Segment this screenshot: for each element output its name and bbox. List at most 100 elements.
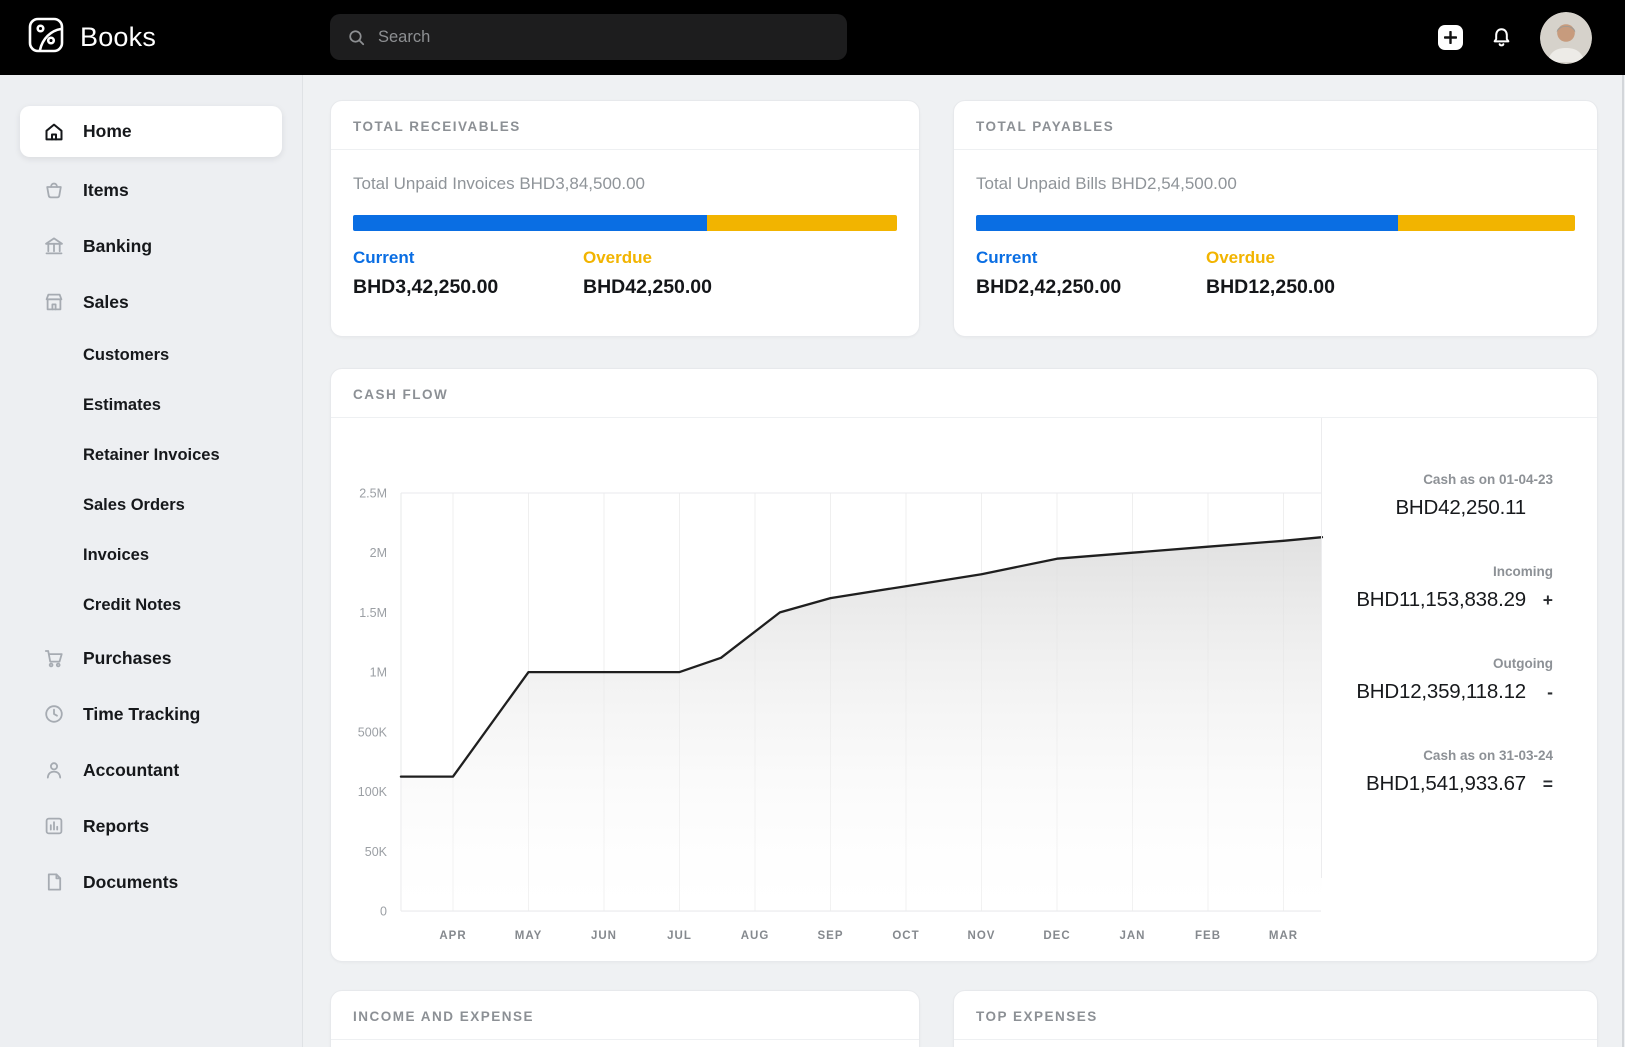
cash-flow-card: CASH FLOW 2.5M 2M 1.5M 1M 500K 100K 50K 0 APR MAY… bbox=[330, 368, 1598, 962]
sidebar-item-banking[interactable]: Banking bbox=[0, 218, 302, 274]
svg-text:APR: APR bbox=[439, 930, 466, 942]
svg-text:MAR: MAR bbox=[1269, 930, 1298, 942]
sidebar-item-label: Accountant bbox=[83, 759, 180, 780]
sidebar-item-label: Estimates bbox=[83, 395, 161, 414]
summary-value: BHD12,359,118.12 bbox=[1356, 680, 1526, 703]
search-icon bbox=[346, 27, 367, 48]
document-icon bbox=[42, 870, 66, 894]
receivables-current-label: Current bbox=[353, 248, 415, 267]
basket-icon bbox=[42, 178, 66, 202]
clock-icon bbox=[42, 702, 66, 726]
total-receivables-title: TOTAL RECEIVABLES bbox=[331, 101, 919, 150]
sidebar-item-label: Time Tracking bbox=[83, 703, 201, 724]
total-payables-card: TOTAL PAYABLES Total Unpaid Bills BHD2,5… bbox=[953, 100, 1598, 337]
sidebar-item-time-tracking[interactable]: Time Tracking bbox=[0, 686, 302, 742]
topbar-actions bbox=[1438, 11, 1625, 64]
sidebar-item-estimates[interactable]: Estimates bbox=[0, 380, 302, 430]
svg-text:2.5M: 2.5M bbox=[359, 487, 387, 501]
bar-chart-icon bbox=[42, 814, 66, 838]
income-and-expense-title: INCOME AND EXPENSE bbox=[331, 991, 919, 1040]
summary-label: Outgoing bbox=[1493, 656, 1553, 671]
sidebar-item-label: Customers bbox=[83, 345, 170, 364]
sidebar-item-label: Banking bbox=[83, 235, 153, 256]
svg-text:JUN: JUN bbox=[591, 930, 617, 942]
summary-operator: + bbox=[1542, 590, 1553, 610]
income-and-expense-card: INCOME AND EXPENSE bbox=[330, 990, 920, 1047]
summary-label: Cash as on 01-04-23 bbox=[1423, 472, 1553, 487]
svg-text:DEC: DEC bbox=[1043, 930, 1070, 942]
summary-operator: = bbox=[1542, 774, 1553, 794]
total-receivables-card: TOTAL RECEIVABLES Total Unpaid Invoices … bbox=[330, 100, 920, 337]
sidebar-item-label: Reports bbox=[83, 815, 150, 836]
summary-value: BHD42,250.11 bbox=[1395, 496, 1526, 519]
sidebar-item-sales-orders[interactable]: Sales Orders bbox=[0, 480, 302, 530]
sidebar-item-sales[interactable]: Sales bbox=[0, 274, 302, 330]
svg-text:MAY: MAY bbox=[515, 930, 543, 942]
sidebar-item-label: Home bbox=[83, 121, 132, 141]
payables-current-segment bbox=[976, 215, 1399, 231]
svg-text:100K: 100K bbox=[358, 785, 388, 799]
sidebar-item-label: Invoices bbox=[83, 545, 150, 564]
summary-label: Incoming bbox=[1493, 564, 1553, 579]
notifications-bell-icon[interactable] bbox=[1489, 25, 1514, 50]
sidebar-item-label: Sales Orders bbox=[83, 495, 185, 514]
svg-text:OCT: OCT bbox=[892, 930, 919, 942]
user-avatar[interactable] bbox=[1540, 11, 1592, 64]
quick-create-button[interactable] bbox=[1438, 25, 1463, 50]
person-icon bbox=[42, 758, 66, 782]
sidebar-item-retainer-invoices[interactable]: Retainer Invoices bbox=[0, 430, 302, 480]
svg-text:500K: 500K bbox=[358, 725, 388, 739]
unpaid-invoices-text: Total Unpaid Invoices BHD3,84,500.00 bbox=[353, 174, 646, 193]
sidebar-nav: Home Items Banking Sales Customers Estimates R… bbox=[0, 75, 303, 1047]
cart-icon bbox=[42, 646, 66, 670]
receivables-current-value: BHD3,42,250.00 bbox=[353, 276, 499, 298]
cashflow-summary-entry: Cash as on 01-04-23 BHD42,250.11 bbox=[1322, 472, 1553, 520]
app-name: Books bbox=[80, 22, 157, 52]
sidebar-item-purchases[interactable]: Purchases bbox=[0, 630, 302, 686]
sidebar-item-customers[interactable]: Customers bbox=[0, 330, 302, 380]
receivables-current-segment bbox=[353, 215, 707, 231]
unpaid-bills-text: Total Unpaid Bills BHD2,54,500.00 bbox=[976, 174, 1237, 193]
payables-progress-bar bbox=[976, 215, 1575, 231]
receivables-overdue-label: Overdue bbox=[583, 248, 652, 267]
scrollbar-track[interactable] bbox=[1622, 75, 1624, 1047]
app-logo[interactable]: Books bbox=[27, 16, 156, 59]
summary-value: BHD11,153,838.29 bbox=[1356, 588, 1526, 611]
summary-value: BHD1,541,933.67 bbox=[1366, 772, 1526, 795]
payables-overdue-value: BHD12,250.00 bbox=[1206, 276, 1335, 298]
sidebar-item-invoices[interactable]: Invoices bbox=[0, 530, 302, 580]
receivables-progress-bar bbox=[353, 215, 897, 231]
payables-current-label: Current bbox=[976, 248, 1038, 267]
cashflow-summary-entry: Incoming BHD11,153,838.29 + bbox=[1322, 564, 1553, 612]
summary-label: Cash as on 31-03-24 bbox=[1423, 748, 1553, 763]
svg-text:1.5M: 1.5M bbox=[359, 606, 387, 620]
svg-text:1M: 1M bbox=[370, 666, 387, 680]
books-logo-icon bbox=[27, 16, 65, 59]
top-bar: Books Search bbox=[0, 0, 1625, 75]
sidebar-item-accountant[interactable]: Accountant bbox=[0, 742, 302, 798]
search-placeholder: Search bbox=[378, 27, 431, 46]
summary-operator: - bbox=[1547, 682, 1553, 702]
sidebar-item-reports[interactable]: Reports bbox=[0, 798, 302, 854]
receivables-overdue-value: BHD42,250.00 bbox=[583, 276, 712, 298]
sidebar-item-credit-notes[interactable]: Credit Notes bbox=[0, 580, 302, 630]
payables-overdue-segment bbox=[1398, 215, 1575, 231]
svg-text:SEP: SEP bbox=[817, 930, 843, 942]
sidebar-item-items[interactable]: Items bbox=[0, 162, 302, 218]
bank-icon bbox=[42, 234, 66, 258]
sidebar-item-label: Sales bbox=[83, 291, 129, 312]
search-input[interactable]: Search bbox=[330, 14, 847, 60]
sidebar-item-documents[interactable]: Documents bbox=[0, 854, 302, 910]
top-expenses-title: TOP EXPENSES bbox=[954, 991, 1597, 1040]
svg-text:JUL: JUL bbox=[667, 930, 692, 942]
sidebar-item-home[interactable]: Home bbox=[20, 106, 282, 157]
storefront-icon bbox=[42, 290, 66, 314]
sidebar-item-label: Items bbox=[83, 179, 129, 200]
svg-text:JAN: JAN bbox=[1119, 930, 1145, 942]
sidebar-item-label: Credit Notes bbox=[83, 595, 182, 614]
total-payables-title: TOTAL PAYABLES bbox=[954, 101, 1597, 150]
cash-flow-title: CASH FLOW bbox=[331, 369, 1597, 418]
payables-current-value: BHD2,42,250.00 bbox=[976, 276, 1122, 298]
svg-text:FEB: FEB bbox=[1195, 930, 1221, 942]
home-icon bbox=[42, 120, 66, 144]
